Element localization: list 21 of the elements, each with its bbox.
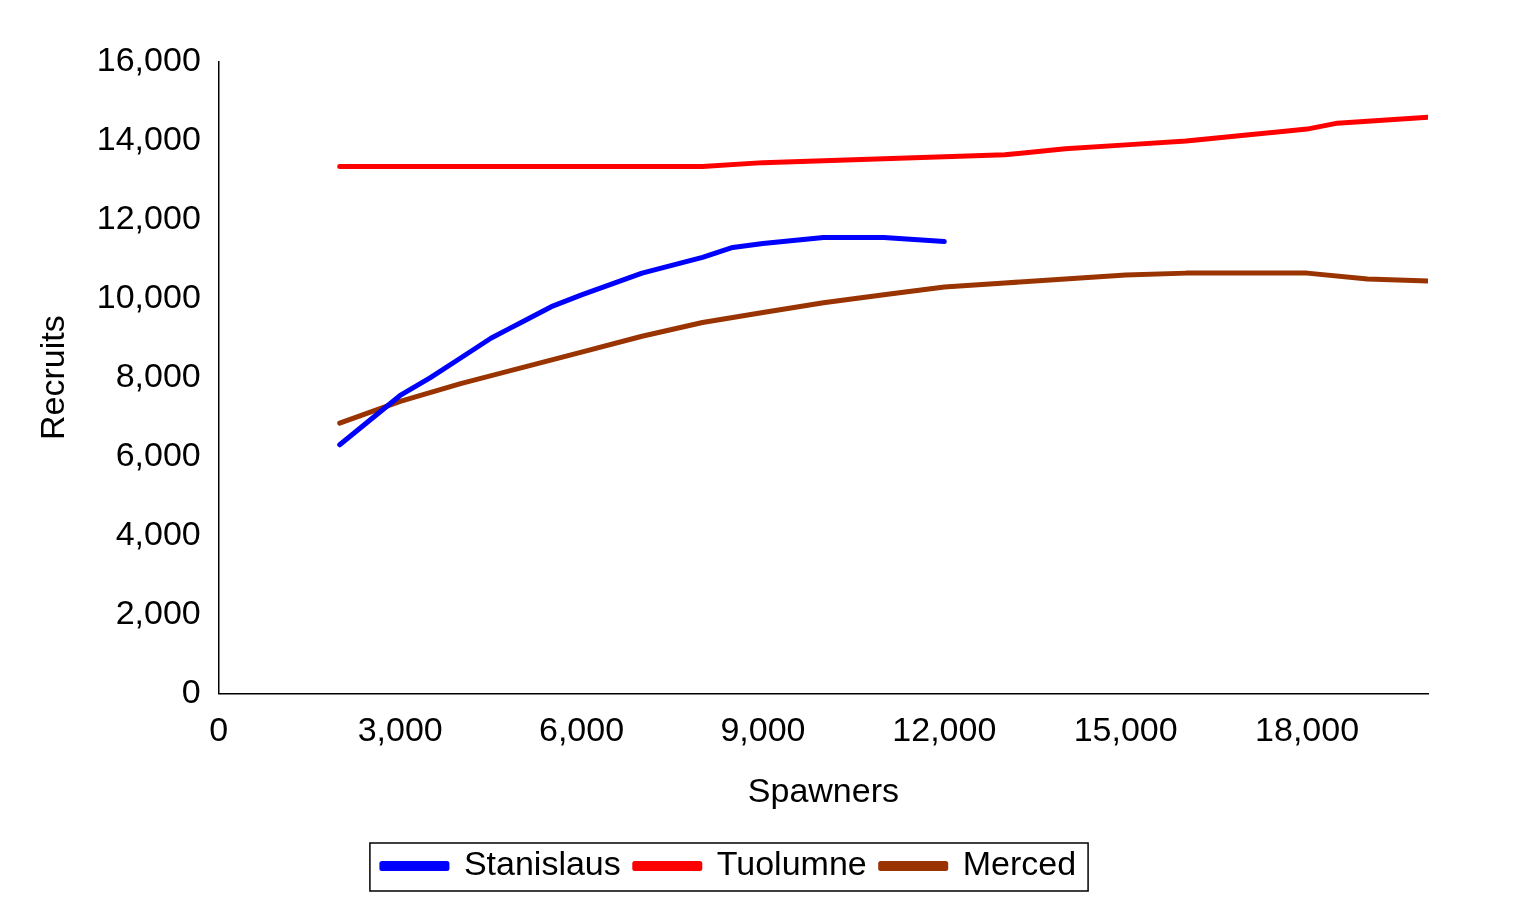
- x-tick-label: 0: [209, 710, 229, 749]
- y-tick-label: 6,000: [115, 435, 201, 473]
- y-tick-label: 10,000: [96, 277, 201, 316]
- x-tick-label: 3,000: [357, 710, 443, 749]
- x-tick-label: 15,000: [1073, 710, 1178, 749]
- legend-label: Merced: [962, 844, 1077, 883]
- y-tick-label: 12,000: [96, 198, 201, 237]
- y-tick-label: 2,000: [115, 592, 201, 631]
- y-tick-label: 8,000: [115, 356, 201, 395]
- y-tick-label: 16,000: [96, 40, 201, 79]
- y-tick-label: 0: [181, 671, 201, 710]
- x-tick-label: 18,000: [1255, 710, 1360, 749]
- y-axis-title: Recruits: [32, 315, 71, 441]
- y-tick-label: 4,000: [115, 513, 201, 552]
- y-tick-label: 14,000: [96, 119, 201, 158]
- x-axis-title: Spawners: [747, 770, 899, 809]
- x-tick-label: 12,000: [892, 710, 997, 749]
- x-tick-label: 9,000: [720, 710, 806, 749]
- legend-label: Tuolumne: [716, 844, 867, 883]
- legend-label: Stanislaus: [463, 844, 621, 883]
- x-tick-label: 6,000: [539, 710, 625, 749]
